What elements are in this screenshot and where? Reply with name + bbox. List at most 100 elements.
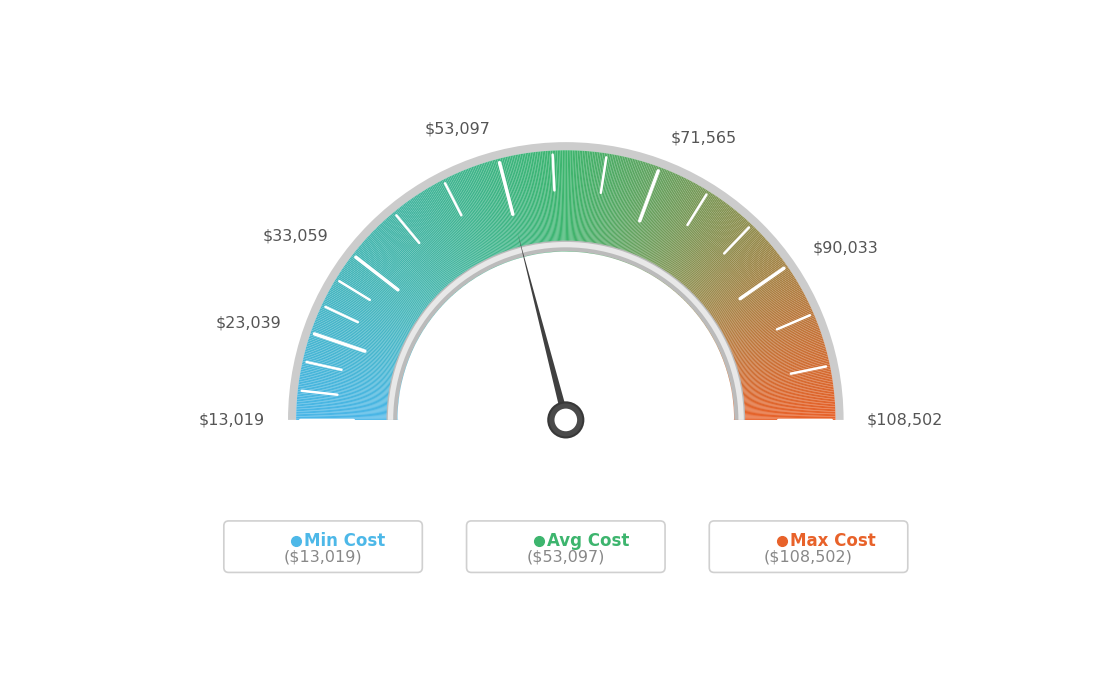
Wedge shape: [445, 178, 491, 270]
Wedge shape: [710, 283, 799, 336]
Wedge shape: [688, 235, 764, 306]
Wedge shape: [724, 332, 821, 366]
Wedge shape: [719, 310, 813, 353]
Wedge shape: [694, 248, 775, 314]
Wedge shape: [321, 305, 414, 350]
Wedge shape: [497, 159, 524, 258]
Wedge shape: [456, 173, 498, 267]
Wedge shape: [665, 203, 728, 286]
Wedge shape: [389, 215, 457, 294]
Wedge shape: [567, 150, 571, 253]
Wedge shape: [572, 150, 577, 253]
Wedge shape: [569, 150, 573, 253]
Text: $53,097: $53,097: [425, 121, 491, 136]
Wedge shape: [312, 326, 410, 362]
Wedge shape: [388, 242, 744, 420]
Wedge shape: [611, 160, 639, 259]
Wedge shape: [614, 161, 645, 260]
Wedge shape: [428, 187, 481, 276]
Wedge shape: [591, 153, 608, 255]
Wedge shape: [686, 232, 760, 304]
Wedge shape: [732, 384, 834, 399]
Wedge shape: [346, 263, 429, 324]
Circle shape: [549, 402, 583, 437]
Wedge shape: [715, 301, 808, 347]
Wedge shape: [322, 302, 415, 348]
Wedge shape: [573, 150, 580, 253]
Wedge shape: [296, 408, 399, 413]
Wedge shape: [360, 244, 439, 312]
Wedge shape: [436, 183, 486, 273]
Wedge shape: [481, 164, 514, 262]
Wedge shape: [527, 152, 543, 255]
Wedge shape: [368, 235, 444, 306]
Wedge shape: [716, 304, 810, 348]
Wedge shape: [307, 342, 406, 373]
Wedge shape: [733, 404, 835, 411]
Wedge shape: [648, 185, 700, 275]
Wedge shape: [519, 154, 538, 255]
Wedge shape: [671, 211, 737, 291]
Wedge shape: [664, 201, 724, 285]
Wedge shape: [722, 324, 818, 362]
Wedge shape: [391, 213, 458, 293]
Wedge shape: [332, 283, 422, 336]
Text: $13,019: $13,019: [199, 413, 265, 427]
Wedge shape: [651, 188, 704, 277]
Wedge shape: [625, 168, 664, 264]
Wedge shape: [725, 338, 824, 371]
Wedge shape: [442, 179, 490, 271]
Wedge shape: [427, 188, 480, 277]
Wedge shape: [298, 388, 400, 401]
Wedge shape: [597, 155, 618, 256]
Wedge shape: [315, 321, 411, 359]
Wedge shape: [522, 154, 540, 255]
Wedge shape: [348, 260, 432, 322]
Wedge shape: [605, 158, 631, 257]
Wedge shape: [712, 288, 803, 339]
Wedge shape: [417, 194, 475, 280]
Wedge shape: [713, 291, 804, 342]
Wedge shape: [406, 201, 467, 285]
Wedge shape: [729, 361, 829, 384]
Wedge shape: [432, 185, 484, 275]
Wedge shape: [386, 241, 745, 420]
Wedge shape: [352, 253, 434, 317]
Wedge shape: [299, 381, 401, 397]
Wedge shape: [358, 247, 437, 313]
Wedge shape: [440, 180, 489, 272]
Bar: [174, 420, 957, 614]
Wedge shape: [576, 150, 584, 253]
Wedge shape: [308, 338, 406, 371]
Wedge shape: [587, 152, 603, 255]
Wedge shape: [721, 317, 816, 357]
Wedge shape: [555, 150, 561, 253]
Wedge shape: [731, 380, 832, 396]
Wedge shape: [297, 395, 400, 405]
Wedge shape: [318, 311, 413, 353]
Wedge shape: [603, 157, 628, 257]
Wedge shape: [592, 154, 609, 255]
Wedge shape: [684, 230, 758, 303]
Wedge shape: [733, 403, 835, 411]
Wedge shape: [310, 333, 407, 367]
Wedge shape: [667, 205, 730, 287]
Wedge shape: [465, 169, 505, 265]
Wedge shape: [486, 162, 517, 260]
Wedge shape: [732, 389, 834, 402]
Wedge shape: [641, 179, 690, 271]
Wedge shape: [692, 243, 771, 311]
Wedge shape: [302, 358, 403, 382]
Wedge shape: [626, 168, 665, 264]
FancyBboxPatch shape: [709, 521, 907, 573]
Wedge shape: [616, 163, 649, 261]
Wedge shape: [379, 224, 450, 299]
Wedge shape: [349, 259, 432, 321]
Wedge shape: [350, 257, 433, 320]
Wedge shape: [676, 217, 744, 295]
Wedge shape: [625, 168, 662, 264]
Wedge shape: [681, 224, 753, 299]
Wedge shape: [296, 417, 399, 419]
Wedge shape: [629, 170, 670, 266]
Wedge shape: [731, 373, 831, 392]
